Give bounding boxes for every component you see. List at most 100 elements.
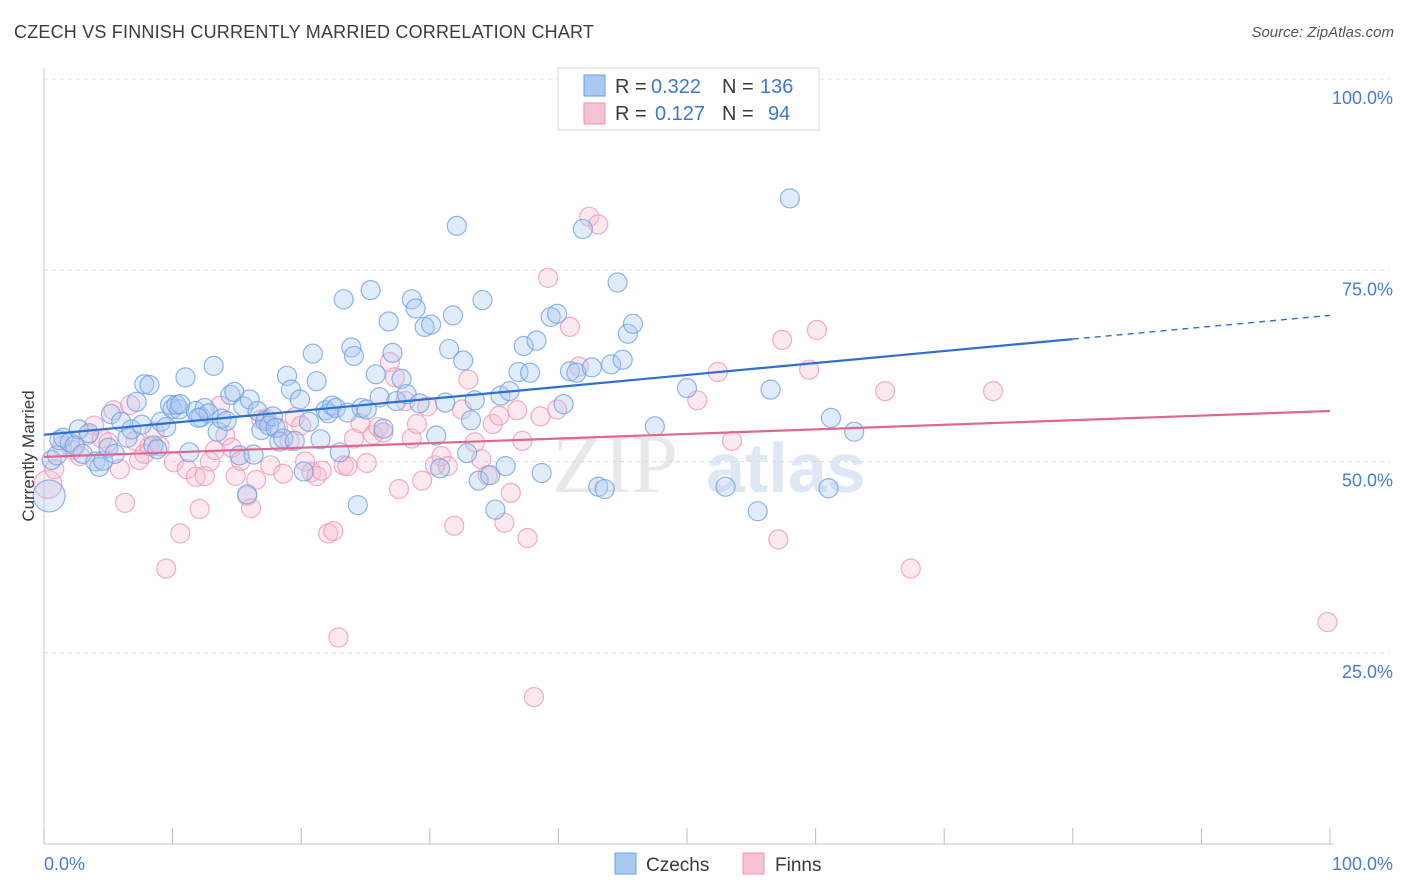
czechs-point xyxy=(243,444,264,465)
finns-point xyxy=(458,369,479,390)
finns-point xyxy=(406,413,428,435)
czechs-point xyxy=(526,330,547,351)
finns-point xyxy=(517,527,538,549)
legend-n-label-czechs: N = xyxy=(722,76,754,98)
czechs-point xyxy=(553,394,574,415)
czechs-point xyxy=(159,394,181,415)
czechs-point xyxy=(547,303,568,324)
czechs-point xyxy=(617,323,638,344)
finns-point xyxy=(523,687,545,708)
finns-point xyxy=(388,478,410,500)
y-tick-label: 50.0% xyxy=(1342,471,1393,491)
czechs-point xyxy=(216,410,237,432)
czechs-point xyxy=(559,361,581,382)
czechs-trend-extension xyxy=(1072,314,1331,340)
czechs-point xyxy=(429,458,451,479)
czechs-point xyxy=(601,354,622,375)
finns-point xyxy=(874,381,896,402)
legend-r-label-finns: R = xyxy=(615,103,647,125)
czechs-point xyxy=(382,342,403,363)
y-tick-label: 25.0% xyxy=(1342,662,1393,682)
finns-point xyxy=(170,523,191,544)
finns-point xyxy=(507,400,528,421)
czechs-point xyxy=(442,305,464,326)
czechs-point xyxy=(143,435,164,456)
finns-point xyxy=(189,498,210,520)
czechs-point xyxy=(100,403,121,425)
y-axis-label: Currently Married xyxy=(19,390,38,521)
czechs-point xyxy=(409,393,430,414)
watermark-zip: ZIP xyxy=(552,418,678,511)
trend-lines xyxy=(43,314,1331,459)
finns-point xyxy=(547,399,568,420)
czechs-point xyxy=(302,343,323,364)
x-tick-label-max: 100.0% xyxy=(1332,854,1393,874)
finns-point xyxy=(343,428,365,449)
czechs-point xyxy=(78,423,100,444)
czechs-point xyxy=(298,411,320,432)
czechs-point xyxy=(32,479,66,513)
legend-n-label-finns: N = xyxy=(722,103,754,125)
czechs-point xyxy=(622,313,644,334)
finns-point xyxy=(411,470,433,491)
finns-point xyxy=(588,214,609,235)
czechs-point xyxy=(468,470,489,491)
czechs-point xyxy=(175,367,196,388)
finns-trend-line xyxy=(43,409,1331,459)
czechs-point xyxy=(365,364,386,385)
czechs-point xyxy=(360,280,381,301)
y-tick-label: 75.0% xyxy=(1342,279,1393,299)
czechs-point xyxy=(818,478,839,499)
czechs-point xyxy=(72,443,93,464)
finns-series-points xyxy=(33,206,1338,708)
finns-point xyxy=(318,523,339,544)
czechs-point xyxy=(566,362,587,383)
legend-r-value-czechs: 0.322 xyxy=(651,76,701,98)
legend-n-value-czechs: 136 xyxy=(760,76,793,98)
watermark: ZIP atlas xyxy=(552,418,866,511)
czechs-point xyxy=(460,410,482,431)
czechs-point xyxy=(98,437,119,458)
y-tick-label: 100.0% xyxy=(1332,88,1393,108)
czechs-point xyxy=(760,379,781,400)
chart-source: Source: ZipAtlas.com xyxy=(1251,24,1394,41)
finns-point xyxy=(273,463,294,484)
czechs-trend-line xyxy=(43,338,1073,436)
czechs-point xyxy=(126,391,147,412)
legend-r-label-czechs: R = xyxy=(615,76,647,98)
czechs-point xyxy=(310,429,331,450)
czechs-point xyxy=(779,188,800,209)
legend-swatch-finns xyxy=(583,102,606,125)
czechs-point xyxy=(139,374,160,396)
finns-point xyxy=(538,267,559,288)
series-legend-swatch-finns xyxy=(742,852,765,875)
series-legend: Czechs Finns xyxy=(614,852,821,876)
czechs-point xyxy=(284,430,305,451)
czechs-point xyxy=(426,425,447,446)
finns-point xyxy=(33,469,63,500)
czechs-point xyxy=(134,374,155,395)
finns-point xyxy=(500,482,521,503)
czechs-point xyxy=(85,451,106,472)
czechs-point xyxy=(508,361,529,383)
finns-point xyxy=(328,627,349,648)
czechs-point xyxy=(531,462,552,484)
finns-point xyxy=(114,492,136,513)
czechs-point xyxy=(188,407,209,428)
finns-point xyxy=(384,367,406,388)
czechs-point xyxy=(68,419,89,440)
legend-r-value-finns: 0.127 xyxy=(655,103,705,125)
finns-point xyxy=(246,469,267,490)
finns-point xyxy=(772,329,793,350)
czechs-point xyxy=(347,495,368,516)
czechs-point xyxy=(747,501,768,522)
czechs-point xyxy=(472,289,493,311)
series-legend-swatch-czechs xyxy=(614,852,637,875)
series-legend-label-finns: Finns xyxy=(775,855,821,876)
czechs-point xyxy=(156,416,177,438)
czechs-point xyxy=(378,311,399,332)
czechs-point xyxy=(495,455,516,477)
czechs-point xyxy=(572,218,593,240)
czechs-point xyxy=(203,355,224,376)
czechs-point xyxy=(581,357,602,378)
